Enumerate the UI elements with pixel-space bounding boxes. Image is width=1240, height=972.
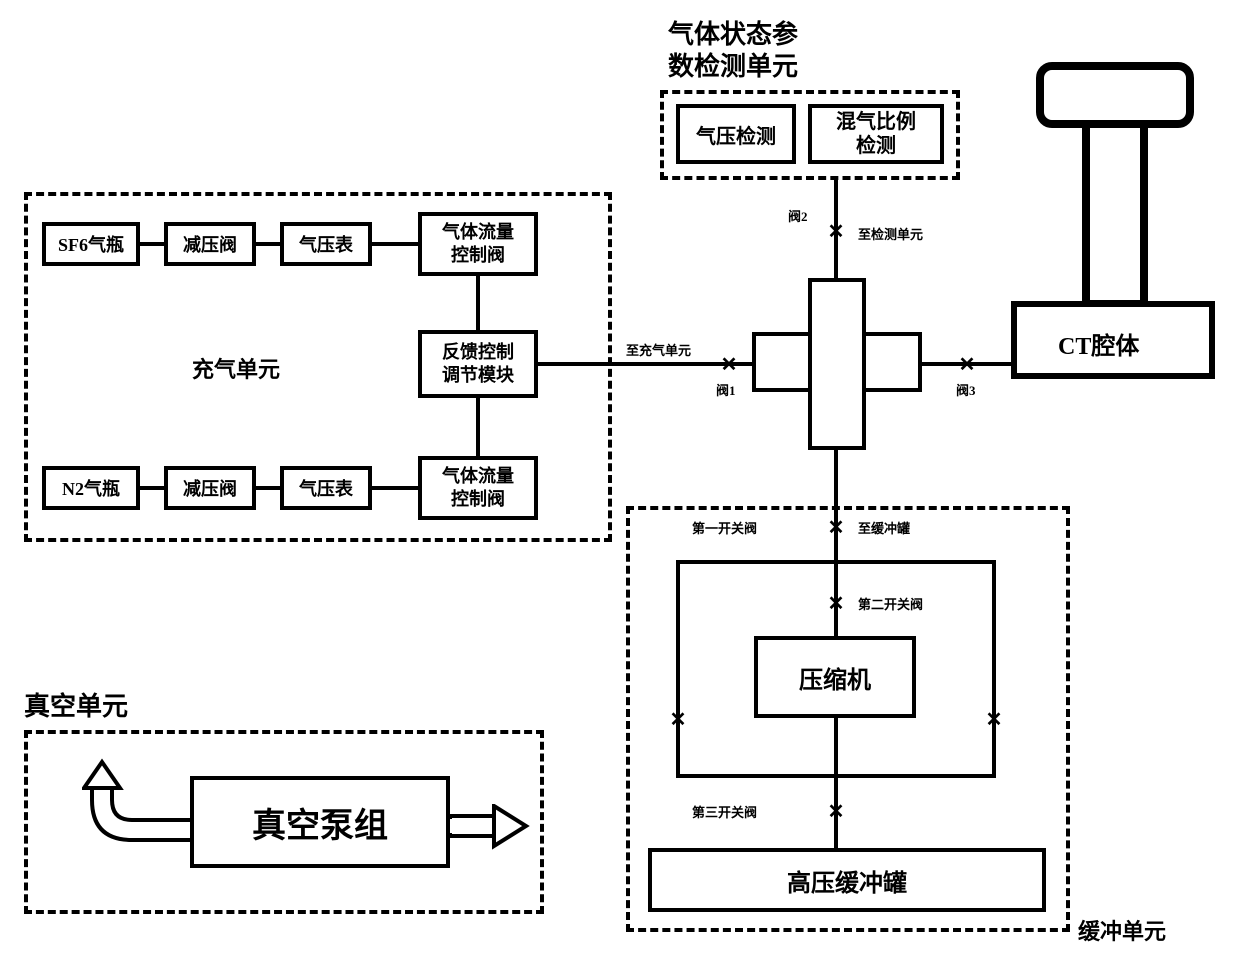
- flow-control-box-2: 气体流量 控制阀: [418, 456, 538, 520]
- flow-control-box-1: 气体流量 控制阀: [418, 212, 538, 276]
- line: [676, 560, 996, 564]
- to-buffer-label: 至缓冲罐: [858, 518, 910, 537]
- arrow-right-icon: [450, 804, 530, 850]
- sf6-bottle-box: SF6气瓶: [42, 222, 140, 266]
- valve-1-icon: ✕: [720, 355, 738, 373]
- to-inflation-label: 至充气单元: [626, 340, 691, 359]
- line: [256, 486, 280, 490]
- line: [140, 242, 164, 246]
- sw1-label: 第一开关阀: [692, 518, 757, 537]
- line: [372, 242, 418, 246]
- line: [992, 560, 996, 778]
- switch-valve-3-icon: ✕: [827, 802, 845, 820]
- line: [834, 718, 838, 848]
- valve-2-icon: ✕: [827, 222, 845, 240]
- reducer-box-1: 减压阀: [164, 222, 256, 266]
- line: [476, 276, 480, 330]
- line: [538, 362, 706, 366]
- valve-3-label: 阀3: [956, 380, 976, 399]
- valve-3-icon: ✕: [958, 355, 976, 373]
- valve-2-label: 阀2: [788, 206, 808, 225]
- hp-tank-box: 高压缓冲罐: [648, 848, 1046, 912]
- sw3-label: 第三开关阀: [692, 802, 757, 821]
- gauge-box-1: 气压表: [280, 222, 372, 266]
- feedback-box: 反馈控制 调节模块: [418, 330, 538, 398]
- ct-cavity-label: CT腔体: [1058, 326, 1139, 361]
- to-detection-label: 至检测单元: [858, 224, 923, 243]
- line: [256, 242, 280, 246]
- sw2-label: 第二开关阀: [858, 594, 923, 613]
- reducer-box-2: 减压阀: [164, 466, 256, 510]
- inflation-unit-title: 充气单元: [192, 352, 280, 384]
- switch-valve-1-icon: ✕: [827, 518, 845, 536]
- arrow-left-icon: [82, 758, 194, 868]
- buffer-unit-title: 缓冲单元: [1078, 914, 1166, 946]
- line: [372, 486, 418, 490]
- switch-valve-2-icon: ✕: [827, 594, 845, 612]
- cross-patch: [812, 336, 862, 388]
- line: [676, 560, 680, 778]
- vacuum-pump-box: 真空泵组: [190, 776, 450, 868]
- n2-bottle-box: N2气瓶: [42, 466, 140, 510]
- line: [476, 398, 480, 456]
- compressor-box: 压缩机: [754, 636, 916, 718]
- pressure-detection-box: 气压检测: [676, 104, 796, 164]
- line: [140, 486, 164, 490]
- ratio-det-l1: 混气比例: [836, 110, 916, 134]
- ratio-detection-box: 混气比例 检测: [808, 104, 944, 164]
- gas-state-title-l2: 数检测单元: [668, 46, 798, 83]
- vacuum-unit-title: 真空单元: [24, 686, 128, 723]
- branch-valve-left-icon: ✕: [669, 710, 687, 728]
- ratio-det-l2: 检测: [856, 134, 896, 158]
- gauge-box-2: 气压表: [280, 466, 372, 510]
- valve-1-label: 阀1: [716, 380, 736, 399]
- branch-valve-right-icon: ✕: [985, 710, 1003, 728]
